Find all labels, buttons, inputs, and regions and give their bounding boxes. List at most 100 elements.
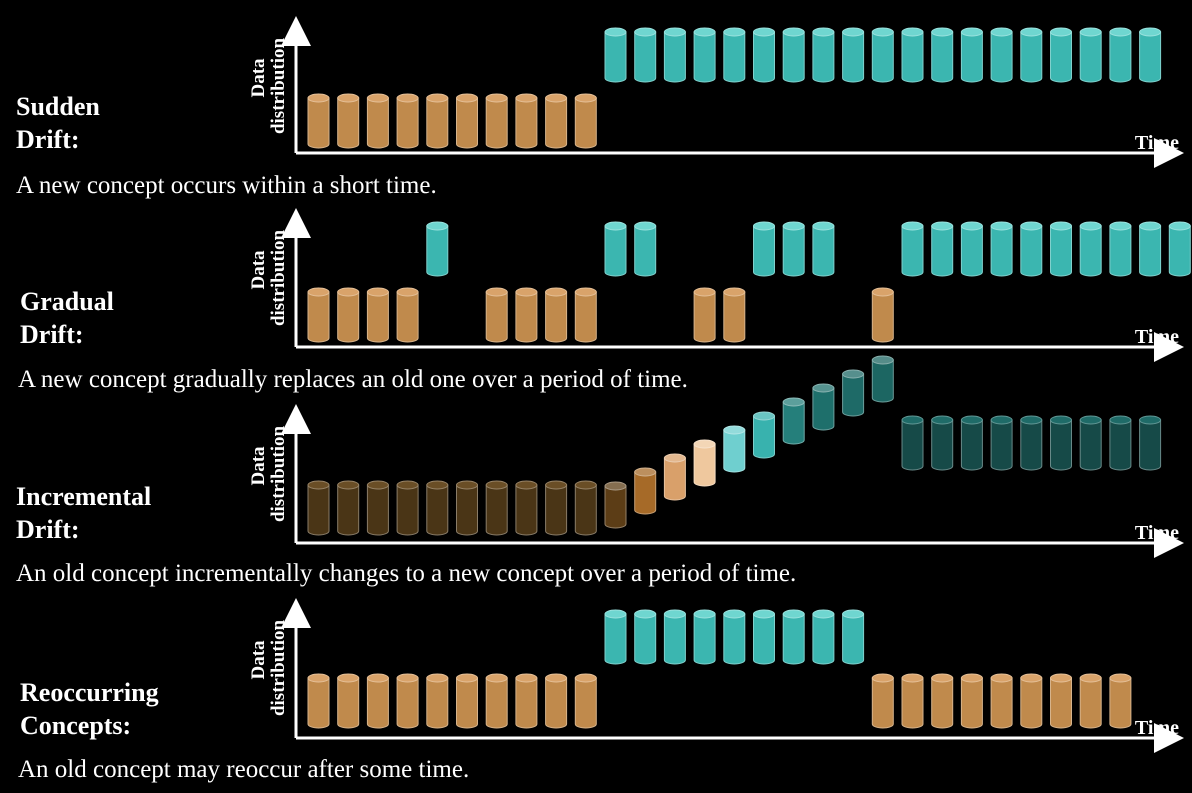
old-concept-cylinder — [307, 480, 330, 536]
old-concept-cylinder — [515, 287, 538, 343]
gradual-drift-description: A new concept gradually replaces an old … — [18, 366, 688, 393]
new-concept-cylinder — [753, 609, 775, 665]
y-axis-label-line2: distribution — [268, 426, 289, 523]
new-concept-cylinder — [1079, 415, 1102, 471]
old-concept-cylinder — [1050, 673, 1072, 729]
new-concept-cylinder — [723, 609, 746, 665]
new-concept-cylinder — [693, 27, 716, 83]
old-concept-cylinder — [545, 673, 568, 729]
incremental-drift-title: Incremental Drift: — [16, 480, 151, 546]
new-concept-cylinder — [1050, 221, 1072, 277]
new-concept-cylinder — [634, 27, 657, 83]
new-concept-cylinder — [960, 415, 983, 471]
old-concept-cylinder — [515, 673, 538, 729]
old-concept-cylinder — [901, 673, 924, 729]
sudden-drift-title-line1: Sudden — [16, 92, 100, 121]
old-concept-cylinder — [396, 480, 419, 536]
old-concept-cylinder — [931, 673, 954, 729]
old-concept-cylinder — [307, 287, 330, 343]
old-concept-cylinder — [366, 673, 389, 729]
old-concept-cylinder — [366, 480, 389, 536]
sudden-panel: Data distribution Time — [248, 16, 1184, 168]
new-concept-cylinder — [723, 27, 746, 83]
reoccurring-panel: Data distribution Time — [248, 598, 1184, 753]
new-concept-cylinder — [990, 415, 1013, 471]
old-concept-cylinder — [545, 287, 568, 343]
new-concept-cylinder — [693, 609, 716, 665]
old-concept-cylinder — [337, 480, 360, 536]
old-concept-cylinder — [574, 673, 597, 729]
gradual-drift-title-line2: Drift: — [20, 320, 84, 349]
old-concept-cylinder — [366, 93, 389, 149]
new-concept-cylinder — [634, 609, 657, 665]
x-axis-label: Time — [1135, 522, 1179, 544]
new-concept-cylinder — [812, 221, 835, 277]
old-concept-cylinder — [693, 287, 716, 343]
y-axis-label-line2: distribution — [268, 38, 289, 135]
transition-cylinder — [693, 439, 716, 487]
old-concept-cylinder — [485, 480, 508, 536]
new-concept-cylinder — [842, 609, 865, 665]
old-concept-cylinder — [396, 93, 419, 149]
old-concept-cylinder — [574, 480, 597, 536]
old-concept-cylinder — [396, 287, 419, 343]
new-concept-cylinder — [1109, 27, 1132, 83]
old-concept-cylinder — [545, 93, 568, 149]
new-concept-cylinder — [1139, 415, 1162, 471]
old-concept-cylinder — [456, 93, 478, 149]
new-concept-cylinder — [604, 221, 627, 277]
gradual-drift-title-line1: Gradual — [20, 287, 114, 316]
x-axis-label: Time — [1135, 717, 1179, 739]
new-concept-cylinder — [604, 27, 627, 83]
gradual-panel: Data distribution Time — [248, 208, 1191, 362]
y-axis-label-line2: distribution — [268, 230, 289, 327]
old-concept-cylinder — [1020, 673, 1043, 729]
new-concept-cylinder — [1020, 27, 1043, 83]
new-concept-cylinder — [634, 221, 657, 277]
old-concept-cylinder — [574, 287, 597, 343]
y-axis-label-line2: distribution — [268, 620, 289, 717]
old-concept-cylinder — [545, 480, 568, 536]
new-concept-cylinder — [663, 27, 686, 83]
new-concept-cylinder — [753, 221, 775, 277]
old-concept-cylinder — [337, 673, 360, 729]
new-concept-cylinder — [782, 609, 805, 665]
gradual-drift-title: Gradual Drift: — [20, 285, 114, 351]
y-axis-label-line1: Data — [248, 446, 269, 486]
new-concept-cylinder — [1168, 221, 1191, 277]
x-axis-label: Time — [1135, 326, 1179, 348]
new-concept-cylinder — [1079, 221, 1102, 277]
old-concept-cylinder — [515, 93, 538, 149]
reoccurring-concepts-title-line2: Concepts: — [20, 711, 132, 740]
new-concept-cylinder — [842, 27, 865, 83]
new-concept-cylinder — [871, 27, 894, 83]
new-concept-cylinder — [663, 609, 686, 665]
new-concept-cylinder — [931, 27, 954, 83]
sudden-drift-title-line2: Drift: — [16, 125, 80, 154]
old-concept-cylinder — [960, 673, 983, 729]
reoccurring-concepts-description: An old concept may reoccur after some ti… — [18, 756, 470, 783]
old-concept-cylinder — [396, 673, 419, 729]
sudden-drift-description: A new concept occurs within a short time… — [16, 172, 437, 199]
old-concept-cylinder — [426, 673, 449, 729]
old-concept-cylinder — [456, 480, 478, 536]
new-concept-cylinder — [1109, 221, 1132, 277]
y-axis-label-line1: Data — [248, 58, 269, 98]
x-axis-label: Time — [1135, 132, 1179, 154]
new-concept-cylinder — [812, 27, 835, 83]
transition-cylinder — [871, 355, 894, 403]
incremental-drift-title-line1: Incremental — [16, 482, 152, 511]
new-concept-cylinder — [931, 415, 954, 471]
new-concept-cylinder — [1050, 27, 1072, 83]
old-concept-cylinder — [337, 287, 360, 343]
new-concept-cylinder — [753, 27, 775, 83]
old-concept-cylinder — [723, 287, 746, 343]
new-concept-cylinder — [990, 27, 1013, 83]
new-concept-cylinder — [901, 221, 924, 277]
old-concept-cylinder — [574, 93, 597, 149]
new-concept-cylinder — [931, 221, 954, 277]
reoccurring-concepts-title: Reoccurring Concepts: — [20, 676, 159, 742]
transition-cylinder — [604, 481, 627, 529]
transition-cylinder — [753, 411, 775, 459]
